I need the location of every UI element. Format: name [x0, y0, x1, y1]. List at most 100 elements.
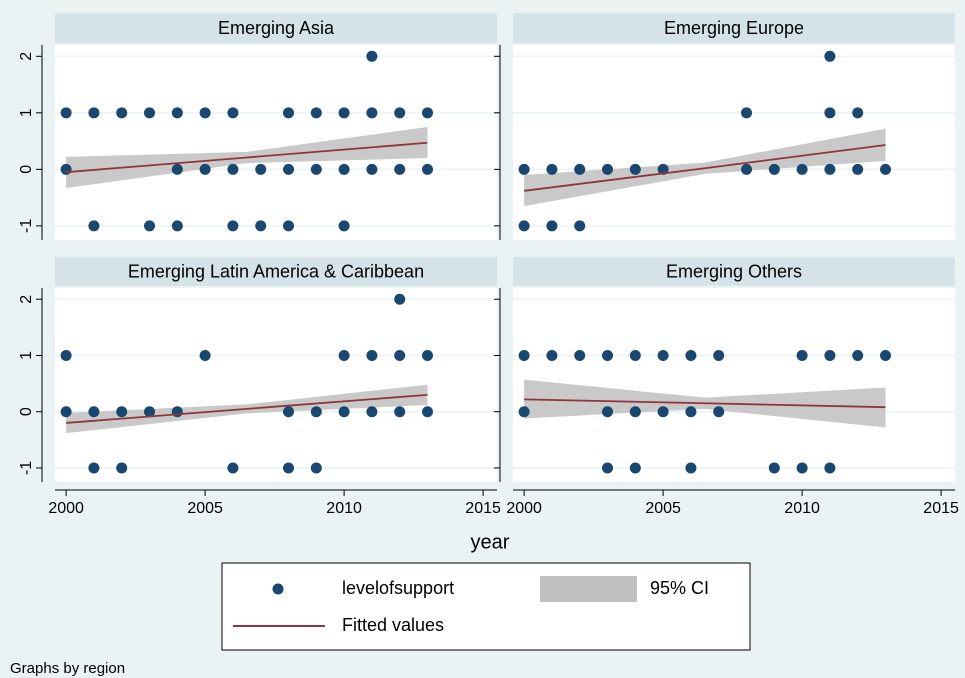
panel-header	[513, 13, 955, 43]
point	[394, 293, 406, 305]
y-tick-label: 1	[18, 351, 35, 360]
point	[171, 220, 183, 232]
point	[144, 406, 156, 418]
point	[518, 349, 530, 361]
point	[768, 462, 780, 474]
point	[657, 349, 669, 361]
point	[171, 163, 183, 175]
point	[60, 163, 72, 175]
y-tick-label: 1	[18, 108, 35, 117]
point	[741, 107, 753, 119]
point	[685, 462, 697, 474]
point	[255, 220, 267, 232]
point	[88, 107, 100, 119]
x-axis-label: year	[471, 531, 510, 553]
point	[629, 462, 641, 474]
point	[199, 349, 211, 361]
panel-header	[55, 13, 497, 43]
point	[796, 163, 808, 175]
panel-title: Emerging Others	[666, 261, 802, 281]
legend-swatch	[540, 576, 637, 602]
plot-area	[55, 288, 497, 482]
point	[796, 462, 808, 474]
point	[283, 462, 295, 474]
point	[227, 163, 239, 175]
point	[824, 349, 836, 361]
point	[310, 163, 322, 175]
legend-label: levelofsupport	[342, 578, 454, 598]
point	[394, 349, 406, 361]
x-tick-label: 2010	[784, 500, 820, 517]
point	[422, 107, 434, 119]
panel-title: Emerging Europe	[664, 18, 804, 38]
point	[602, 349, 614, 361]
point	[283, 163, 295, 175]
point	[283, 220, 295, 232]
point	[338, 406, 350, 418]
point	[824, 163, 836, 175]
x-tick-label: 2015	[923, 500, 959, 517]
point	[713, 349, 725, 361]
point	[310, 107, 322, 119]
panel-title: Emerging Asia	[218, 18, 335, 38]
plot-area	[55, 45, 497, 240]
point	[60, 107, 72, 119]
legend-marker	[272, 583, 284, 595]
point	[852, 349, 864, 361]
point	[366, 163, 378, 175]
point	[657, 406, 669, 418]
point	[394, 163, 406, 175]
point	[338, 163, 350, 175]
point	[824, 50, 836, 62]
point	[88, 406, 100, 418]
y-tick-label: 0	[18, 165, 35, 174]
point	[366, 107, 378, 119]
point	[629, 406, 641, 418]
point	[796, 349, 808, 361]
point	[824, 107, 836, 119]
point	[518, 163, 530, 175]
x-tick-label: 2005	[187, 500, 223, 517]
point	[227, 462, 239, 474]
point	[629, 349, 641, 361]
point	[546, 349, 558, 361]
point	[574, 349, 586, 361]
point	[88, 220, 100, 232]
x-tick-label: 2000	[506, 500, 542, 517]
point	[657, 163, 669, 175]
point	[366, 50, 378, 62]
point	[685, 406, 697, 418]
point	[422, 406, 434, 418]
point	[60, 349, 72, 361]
y-tick-label: -1	[18, 219, 35, 233]
y-tick-label: 2	[18, 52, 35, 61]
point	[116, 406, 128, 418]
point	[602, 163, 614, 175]
point	[824, 462, 836, 474]
fit-line	[524, 144, 886, 192]
point	[283, 107, 295, 119]
legend-label: Fitted values	[342, 615, 444, 635]
point	[144, 107, 156, 119]
legend-label: 95% CI	[650, 578, 709, 598]
point	[602, 406, 614, 418]
point	[768, 163, 780, 175]
point	[338, 349, 350, 361]
point	[713, 406, 725, 418]
y-tick-label: 2	[18, 295, 35, 304]
point	[880, 163, 892, 175]
point	[338, 220, 350, 232]
point	[199, 107, 211, 119]
point	[518, 220, 530, 232]
y-tick-label: 0	[18, 407, 35, 416]
x-tick-label: 2010	[326, 500, 362, 517]
point	[880, 349, 892, 361]
point	[255, 163, 267, 175]
point	[741, 163, 753, 175]
point	[602, 462, 614, 474]
point	[394, 107, 406, 119]
plot-area	[513, 288, 955, 482]
point	[171, 406, 183, 418]
point	[283, 406, 295, 418]
